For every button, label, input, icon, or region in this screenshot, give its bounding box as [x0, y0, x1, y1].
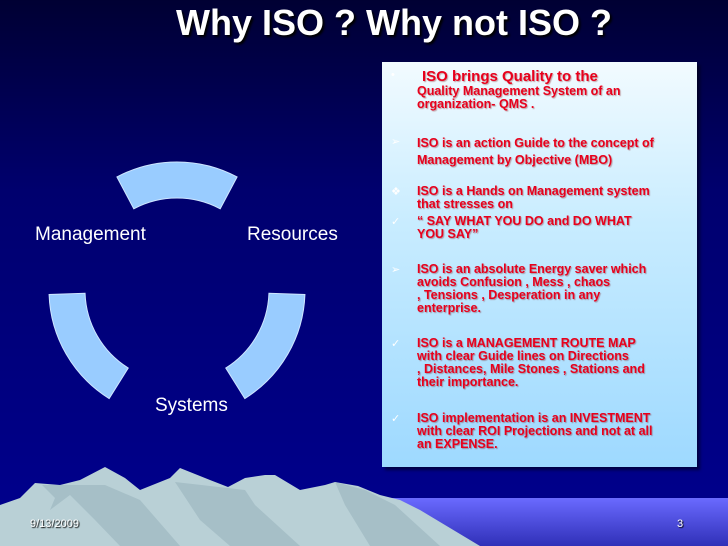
label-systems: Systems	[155, 395, 228, 416]
label-resources: Resources	[247, 224, 338, 245]
bullet-lead: ISO brings Quality to the	[422, 68, 598, 85]
bullet-text: Quality Management System of an organiza…	[417, 84, 621, 111]
bullet-text: ISO is an absolute Energy saver which av…	[417, 262, 647, 315]
bullet-text: ISO is a Hands on Management system that…	[417, 184, 650, 211]
arrow-bullet-icon: ➢	[391, 264, 401, 276]
check-bullet-icon: ✓	[391, 413, 401, 425]
page-number: 3	[677, 518, 684, 530]
mountain-shadow	[42, 485, 180, 546]
bullet-text: ISO is an action Guide to the concept of…	[417, 136, 654, 167]
footer-date: 9/13/2009	[30, 518, 79, 530]
segment-top	[116, 161, 238, 210]
mountain-shadow	[175, 482, 300, 546]
mountain-shadow	[335, 482, 440, 546]
dot-bullet-icon: •	[391, 69, 395, 81]
check-bullet-icon: ✓	[391, 338, 401, 350]
arrow-bullet-icon: ➢	[391, 136, 401, 148]
bullet-text: “ SAY WHAT YOU DO and DO WHAT YOU SAY”	[417, 214, 632, 241]
bullet-text-box: • ISO brings Quality to the Quality Manag…	[382, 62, 697, 467]
segment-right	[225, 292, 306, 400]
segment-left	[48, 292, 129, 400]
label-management: Management	[35, 224, 146, 245]
check-bullet-icon: ✓	[391, 216, 401, 228]
cycle-diagram	[48, 161, 306, 400]
bullet-text: ISO implementation is an INVESTMENT with…	[417, 411, 653, 451]
slide-title: Why ISO ? Why not ISO ?	[176, 2, 612, 43]
diamond-bullet-icon: ❖	[391, 186, 401, 198]
bullet-text: ISO is a MANAGEMENT ROUTE MAP with clear…	[417, 336, 645, 389]
